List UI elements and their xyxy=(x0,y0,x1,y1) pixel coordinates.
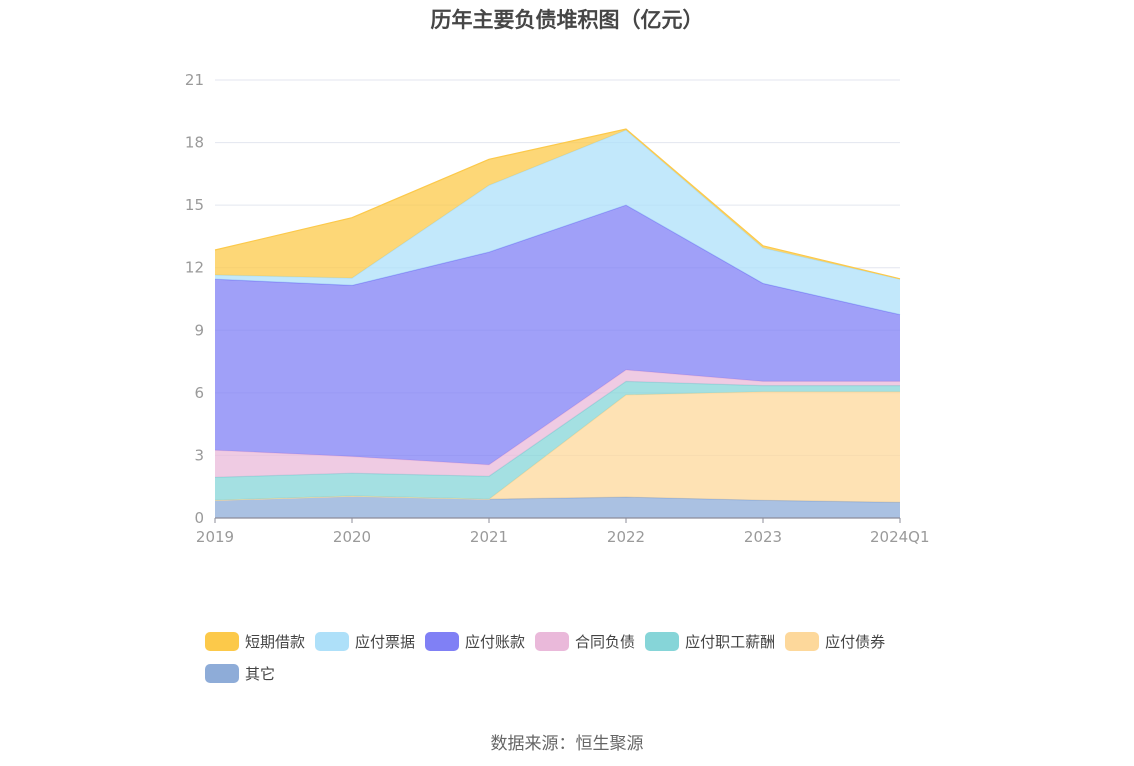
axes: 0 3 6 9 12 15 18 21 2019 2020 2021 2022 2023 2024Q1 xyxy=(185,71,930,546)
x-tick-label: 2024Q1 xyxy=(870,528,930,546)
legend-swatch xyxy=(205,663,239,683)
x-tick-label: 2019 xyxy=(196,528,234,546)
y-tick-label: 15 xyxy=(185,196,204,214)
legend-item[interactable]: 其它 xyxy=(205,663,275,683)
legend-label: 合同负债 xyxy=(575,632,636,651)
y-tick-label: 12 xyxy=(185,259,204,277)
legend: 短期借款 应付票据 应付账款 合同负债 应付职工薪酬 应付债券其它 xyxy=(205,631,965,683)
legend-item[interactable]: 应付债券 xyxy=(785,631,885,651)
x-tick-label: 2022 xyxy=(607,528,645,546)
source-note: 数据来源：恒生聚源 xyxy=(490,734,644,754)
y-tick-label: 6 xyxy=(194,384,204,402)
legend-swatch xyxy=(425,631,460,651)
legend-item[interactable]: 应付职工薪酬 xyxy=(645,631,775,651)
area-合同负债 xyxy=(215,369,900,478)
legend-swatch xyxy=(645,631,680,651)
chart-title: 历年主要负债堆积图（亿元） xyxy=(430,8,704,32)
area-series xyxy=(214,128,901,518)
x-tick-label: 2023 xyxy=(744,528,782,546)
y-tick-label: 0 xyxy=(194,509,204,527)
legend-swatch xyxy=(535,631,570,651)
area-应付账款 xyxy=(215,205,900,465)
legend-item[interactable]: 应付票据 xyxy=(315,631,415,651)
area-应付票据 xyxy=(215,130,900,315)
legend-label: 其它 xyxy=(245,664,276,683)
legend-swatch xyxy=(315,631,350,651)
y-tick-label: 9 xyxy=(194,321,204,339)
legend-swatch xyxy=(205,631,239,651)
x-tick-label: 2021 xyxy=(470,528,508,546)
legend-label: 应付票据 xyxy=(355,632,416,651)
legend-label: 应付债券 xyxy=(825,632,886,651)
y-tick-label: 3 xyxy=(194,446,204,464)
legend-item[interactable]: 短期借款 xyxy=(205,631,305,651)
x-tick-label: 2020 xyxy=(333,528,371,546)
legend-item[interactable]: 应付账款 xyxy=(425,631,525,651)
legend-swatch xyxy=(785,631,820,651)
y-tick-label: 18 xyxy=(185,134,204,152)
legend-label: 应付账款 xyxy=(465,632,526,651)
legend-label: 短期借款 xyxy=(245,632,306,651)
area-其它 xyxy=(215,496,900,518)
area-短期借款 xyxy=(215,129,900,280)
legend-item[interactable]: 合同负债 xyxy=(535,631,635,651)
legend-label: 应付职工薪酬 xyxy=(685,632,776,651)
y-tick-label: 21 xyxy=(185,71,204,89)
area-edge-短期借款 xyxy=(214,128,901,280)
area-应付职工薪酬 xyxy=(215,381,900,501)
